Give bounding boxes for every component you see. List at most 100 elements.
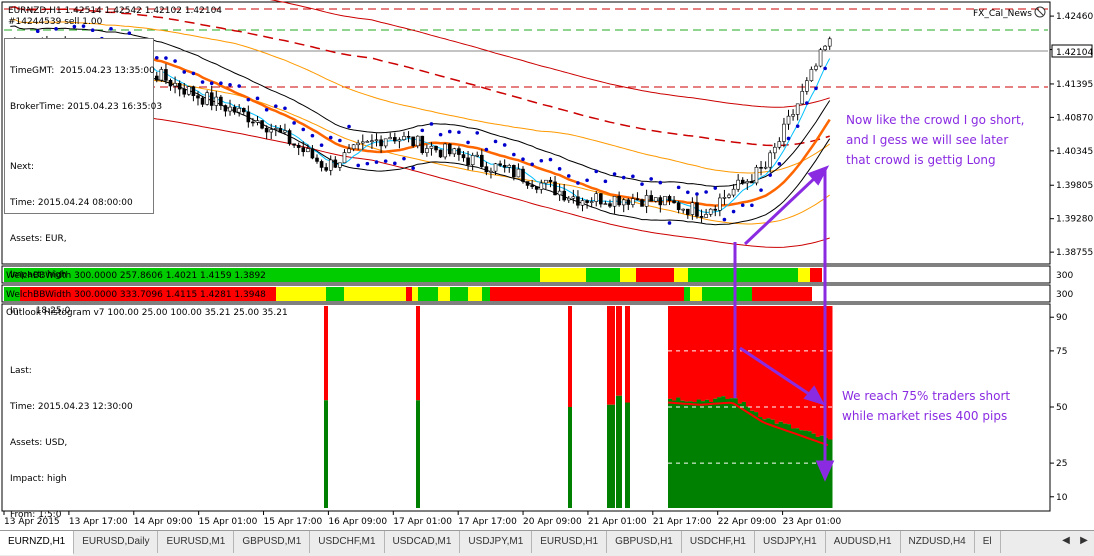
tab-usdcad-m1[interactable]: USDCAD,M1 (385, 531, 461, 553)
tab-overflow[interactable]: El (975, 531, 1001, 553)
bear-candle (740, 179, 745, 184)
tab-usdchf-m1[interactable]: USDCHF,M1 (310, 531, 385, 553)
bull-candle (351, 144, 356, 150)
histogram-short-bar (803, 306, 808, 431)
bbwidth-2-axis-label: 300 (1056, 290, 1073, 300)
bear-candle (502, 164, 507, 168)
histogram-long-bar (786, 424, 792, 508)
histogram-long-bar (737, 403, 743, 508)
histogram-short-bar (778, 306, 784, 422)
hist-tick-label: 90 (1056, 313, 1068, 323)
bbwidth-2-segment (450, 287, 468, 301)
histogram-short-bar (696, 306, 702, 400)
bull-candle (809, 69, 814, 82)
tab-gbpusd-h1[interactable]: GBPUSD,H1 (607, 531, 682, 553)
close-indicator-icon[interactable] (1034, 6, 1046, 18)
parabolic-sar-dot (750, 203, 754, 208)
parabolic-sar-dot (658, 180, 663, 185)
time-tick-label: 13 Apr 2015 (4, 517, 60, 527)
bull-candle (415, 135, 420, 147)
bull-candle (283, 130, 287, 133)
tab-usdjpy-h1[interactable]: USDJPY,H1 (755, 531, 826, 553)
bear-candle (672, 200, 676, 204)
parabolic-sar-dot (612, 172, 617, 176)
parabolic-sar-dot (411, 166, 415, 170)
bull-candle (818, 49, 823, 67)
tab-eurusd-daily[interactable]: EURUSD,Daily (74, 531, 159, 553)
bull-candle (159, 69, 164, 81)
histogram-long-bar (324, 400, 328, 508)
histogram-long-bar (700, 401, 706, 508)
histogram-long-bar (725, 399, 730, 508)
bear-candle (393, 137, 397, 142)
histogram-short-bar (745, 306, 751, 407)
bull-candle (475, 154, 480, 157)
bbwidth-2-segment (752, 287, 812, 301)
bull-candle (214, 96, 219, 106)
histogram-short-bar (668, 306, 673, 399)
bear-candle (484, 166, 489, 173)
histogram-short-bar (607, 306, 615, 405)
tab-scroll-left-icon[interactable]: ◀ (1062, 535, 1070, 546)
bear-candle (434, 145, 438, 151)
histogram-short-bar (568, 306, 572, 407)
tab-usdjpy-m1[interactable]: USDJPY,M1 (460, 531, 533, 553)
parabolic-sar-dot (722, 217, 727, 222)
bear-candle (608, 203, 612, 207)
histogram-short-bar (815, 306, 821, 437)
bear-candle (576, 196, 580, 206)
parabolic-sar-dot (109, 27, 113, 31)
tab-eurusd-h1[interactable]: EURUSD,H1 (532, 531, 608, 553)
parabolic-sar-dot (686, 190, 690, 195)
histogram-short-bar (625, 306, 630, 403)
bull-candle (429, 145, 434, 149)
bbwidth-2-segment (418, 287, 438, 301)
info-line: BrokerTime: 2015.04.23 16:35:03 (10, 102, 163, 112)
bull-candle (374, 139, 379, 142)
bull-candle (681, 208, 686, 211)
parabolic-sar-dot (539, 158, 544, 163)
parabolic-sar-dot (274, 104, 278, 108)
bull-candle (772, 146, 777, 154)
parabolic-sar-dot (777, 161, 782, 166)
tab-eurusd-m1[interactable]: EURUSD,M1 (158, 531, 235, 553)
tab-nzdusd-h4[interactable]: NZDUSD,H4 (901, 531, 975, 553)
bull-candle (338, 162, 342, 168)
tab-gbpusd-m1[interactable]: GBPUSD,M1 (234, 531, 311, 553)
parabolic-sar-dot (640, 182, 644, 186)
parabolic-sar-dot (805, 101, 809, 105)
bbwidth-1-label: WelchBBWidth 300.0000 257.8606 1.4021 1.… (6, 271, 266, 281)
bull-candle (580, 200, 585, 206)
hist-tick-label: 10 (1056, 493, 1068, 503)
bear-candle (512, 165, 516, 178)
bear-candle (241, 108, 246, 113)
histogram-long-bar (741, 401, 747, 508)
bull-candle (397, 139, 402, 142)
bear-candle (466, 157, 470, 165)
bull-candle (365, 141, 370, 143)
bear-candle (585, 200, 589, 203)
info-line: From: 1:5:0 (10, 510, 62, 520)
bear-candle (310, 148, 315, 159)
parabolic-sar-dot (759, 188, 763, 192)
bear-candle (676, 202, 681, 210)
bear-candle (292, 143, 296, 146)
histogram-short-bar (616, 306, 622, 396)
tab-scroll-right-icon[interactable]: ▶ (1080, 535, 1088, 546)
tab-audusd-h1[interactable]: AUDUSD,H1 (826, 531, 901, 553)
bear-candle (759, 167, 763, 169)
histogram-short-bar (717, 306, 722, 398)
bear-candle (209, 92, 214, 106)
tab-eurnzd-h1[interactable]: EURNZD,H1 (0, 531, 75, 555)
price-tick-label: 1.38755 (1056, 248, 1093, 258)
parabolic-sar-dot (292, 121, 296, 125)
time-tick-label: 15 Apr 17:00 (264, 517, 323, 527)
bbwidth-2-segment (4, 287, 20, 301)
tab-usdchf-h1[interactable]: USDCHF,H1 (682, 531, 755, 553)
parabolic-sar-dot (438, 132, 443, 137)
bull-candle (425, 148, 429, 153)
bear-candle (177, 83, 182, 90)
bull-candle (736, 179, 740, 190)
time-tick-label: 13 Apr 17:00 (69, 517, 128, 527)
